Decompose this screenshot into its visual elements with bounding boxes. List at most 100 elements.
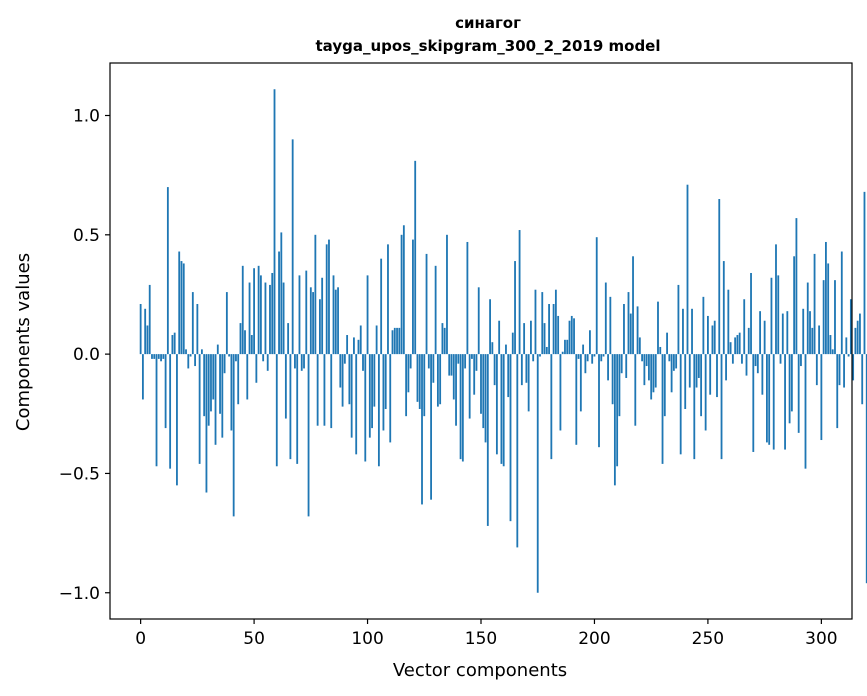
bar [457, 354, 460, 364]
bar [303, 354, 305, 369]
bar [235, 354, 237, 362]
bar [525, 354, 528, 383]
bar [677, 284, 680, 355]
x-tick-label: 300 [805, 629, 837, 649]
bar [550, 354, 553, 460]
bar [502, 354, 505, 467]
bar [446, 234, 448, 355]
bar [741, 354, 743, 364]
bar [357, 339, 360, 355]
bar [339, 354, 342, 388]
bar [616, 354, 619, 467]
bar [314, 234, 317, 355]
bar [557, 315, 560, 355]
bar [795, 218, 798, 355]
bar [348, 354, 351, 405]
bar [241, 265, 244, 355]
bar [784, 354, 786, 450]
bar [725, 354, 727, 381]
bar [484, 354, 487, 443]
bar [330, 354, 333, 429]
bar [775, 244, 777, 355]
bar [278, 251, 280, 355]
bar [500, 354, 503, 464]
bar [466, 241, 469, 355]
x-tick-label: 0 [135, 629, 146, 649]
bar [228, 354, 231, 357]
bar [668, 354, 671, 362]
y-axis-ticks: −1.0 −0.5 0.0 0.5 1.0 [59, 106, 110, 604]
bar [323, 354, 326, 426]
bar [491, 342, 494, 355]
bar [425, 253, 428, 355]
bar [793, 256, 796, 355]
bar [684, 354, 687, 409]
bar [813, 253, 816, 355]
bar [856, 320, 859, 355]
bar [146, 325, 149, 355]
y-tick-label: 0.5 [73, 226, 100, 246]
bar [244, 330, 246, 355]
bar [763, 320, 766, 355]
bar [663, 354, 666, 417]
bar [264, 282, 267, 355]
bar [205, 354, 208, 493]
bar [852, 354, 855, 381]
bar [636, 306, 639, 355]
bar [328, 239, 330, 355]
bar [407, 354, 410, 393]
bar [282, 282, 285, 355]
bar [480, 354, 482, 414]
bar [294, 354, 296, 369]
bar [269, 284, 271, 355]
bar [207, 354, 210, 426]
bar [754, 354, 757, 367]
bar [750, 272, 752, 355]
bar [380, 258, 383, 355]
bar [164, 354, 167, 429]
bar [430, 354, 432, 500]
bar [471, 354, 473, 359]
bar [459, 354, 462, 460]
bar [804, 354, 807, 469]
bar [579, 354, 582, 412]
bar [166, 187, 169, 355]
bar [654, 354, 657, 388]
bar-series [139, 89, 867, 593]
bar [157, 354, 160, 359]
bar [468, 354, 471, 419]
bar [652, 354, 655, 393]
bar [815, 354, 818, 386]
bar [586, 354, 589, 362]
bar [203, 354, 206, 417]
bar [700, 354, 703, 417]
bar [409, 354, 412, 369]
bar [298, 275, 301, 355]
bar [811, 327, 814, 355]
bar [831, 349, 834, 355]
bar [527, 354, 530, 412]
bar [341, 354, 344, 407]
bar [697, 354, 700, 378]
bar [396, 327, 398, 355]
bar [191, 292, 194, 355]
bar [230, 354, 233, 431]
bar [139, 304, 142, 355]
bar [318, 299, 321, 355]
bar [375, 325, 378, 355]
bar [679, 354, 682, 455]
bar [436, 354, 439, 407]
y-tick-label: 1.0 [73, 106, 100, 126]
bar [648, 354, 650, 381]
bar [768, 354, 771, 445]
bar [450, 354, 453, 376]
bar [613, 354, 616, 486]
bar [384, 354, 387, 409]
bar [731, 354, 734, 364]
bar [284, 354, 287, 419]
bar [389, 354, 392, 443]
bar [825, 241, 827, 355]
bar [169, 354, 172, 469]
bar [709, 354, 712, 395]
bar [141, 354, 144, 400]
